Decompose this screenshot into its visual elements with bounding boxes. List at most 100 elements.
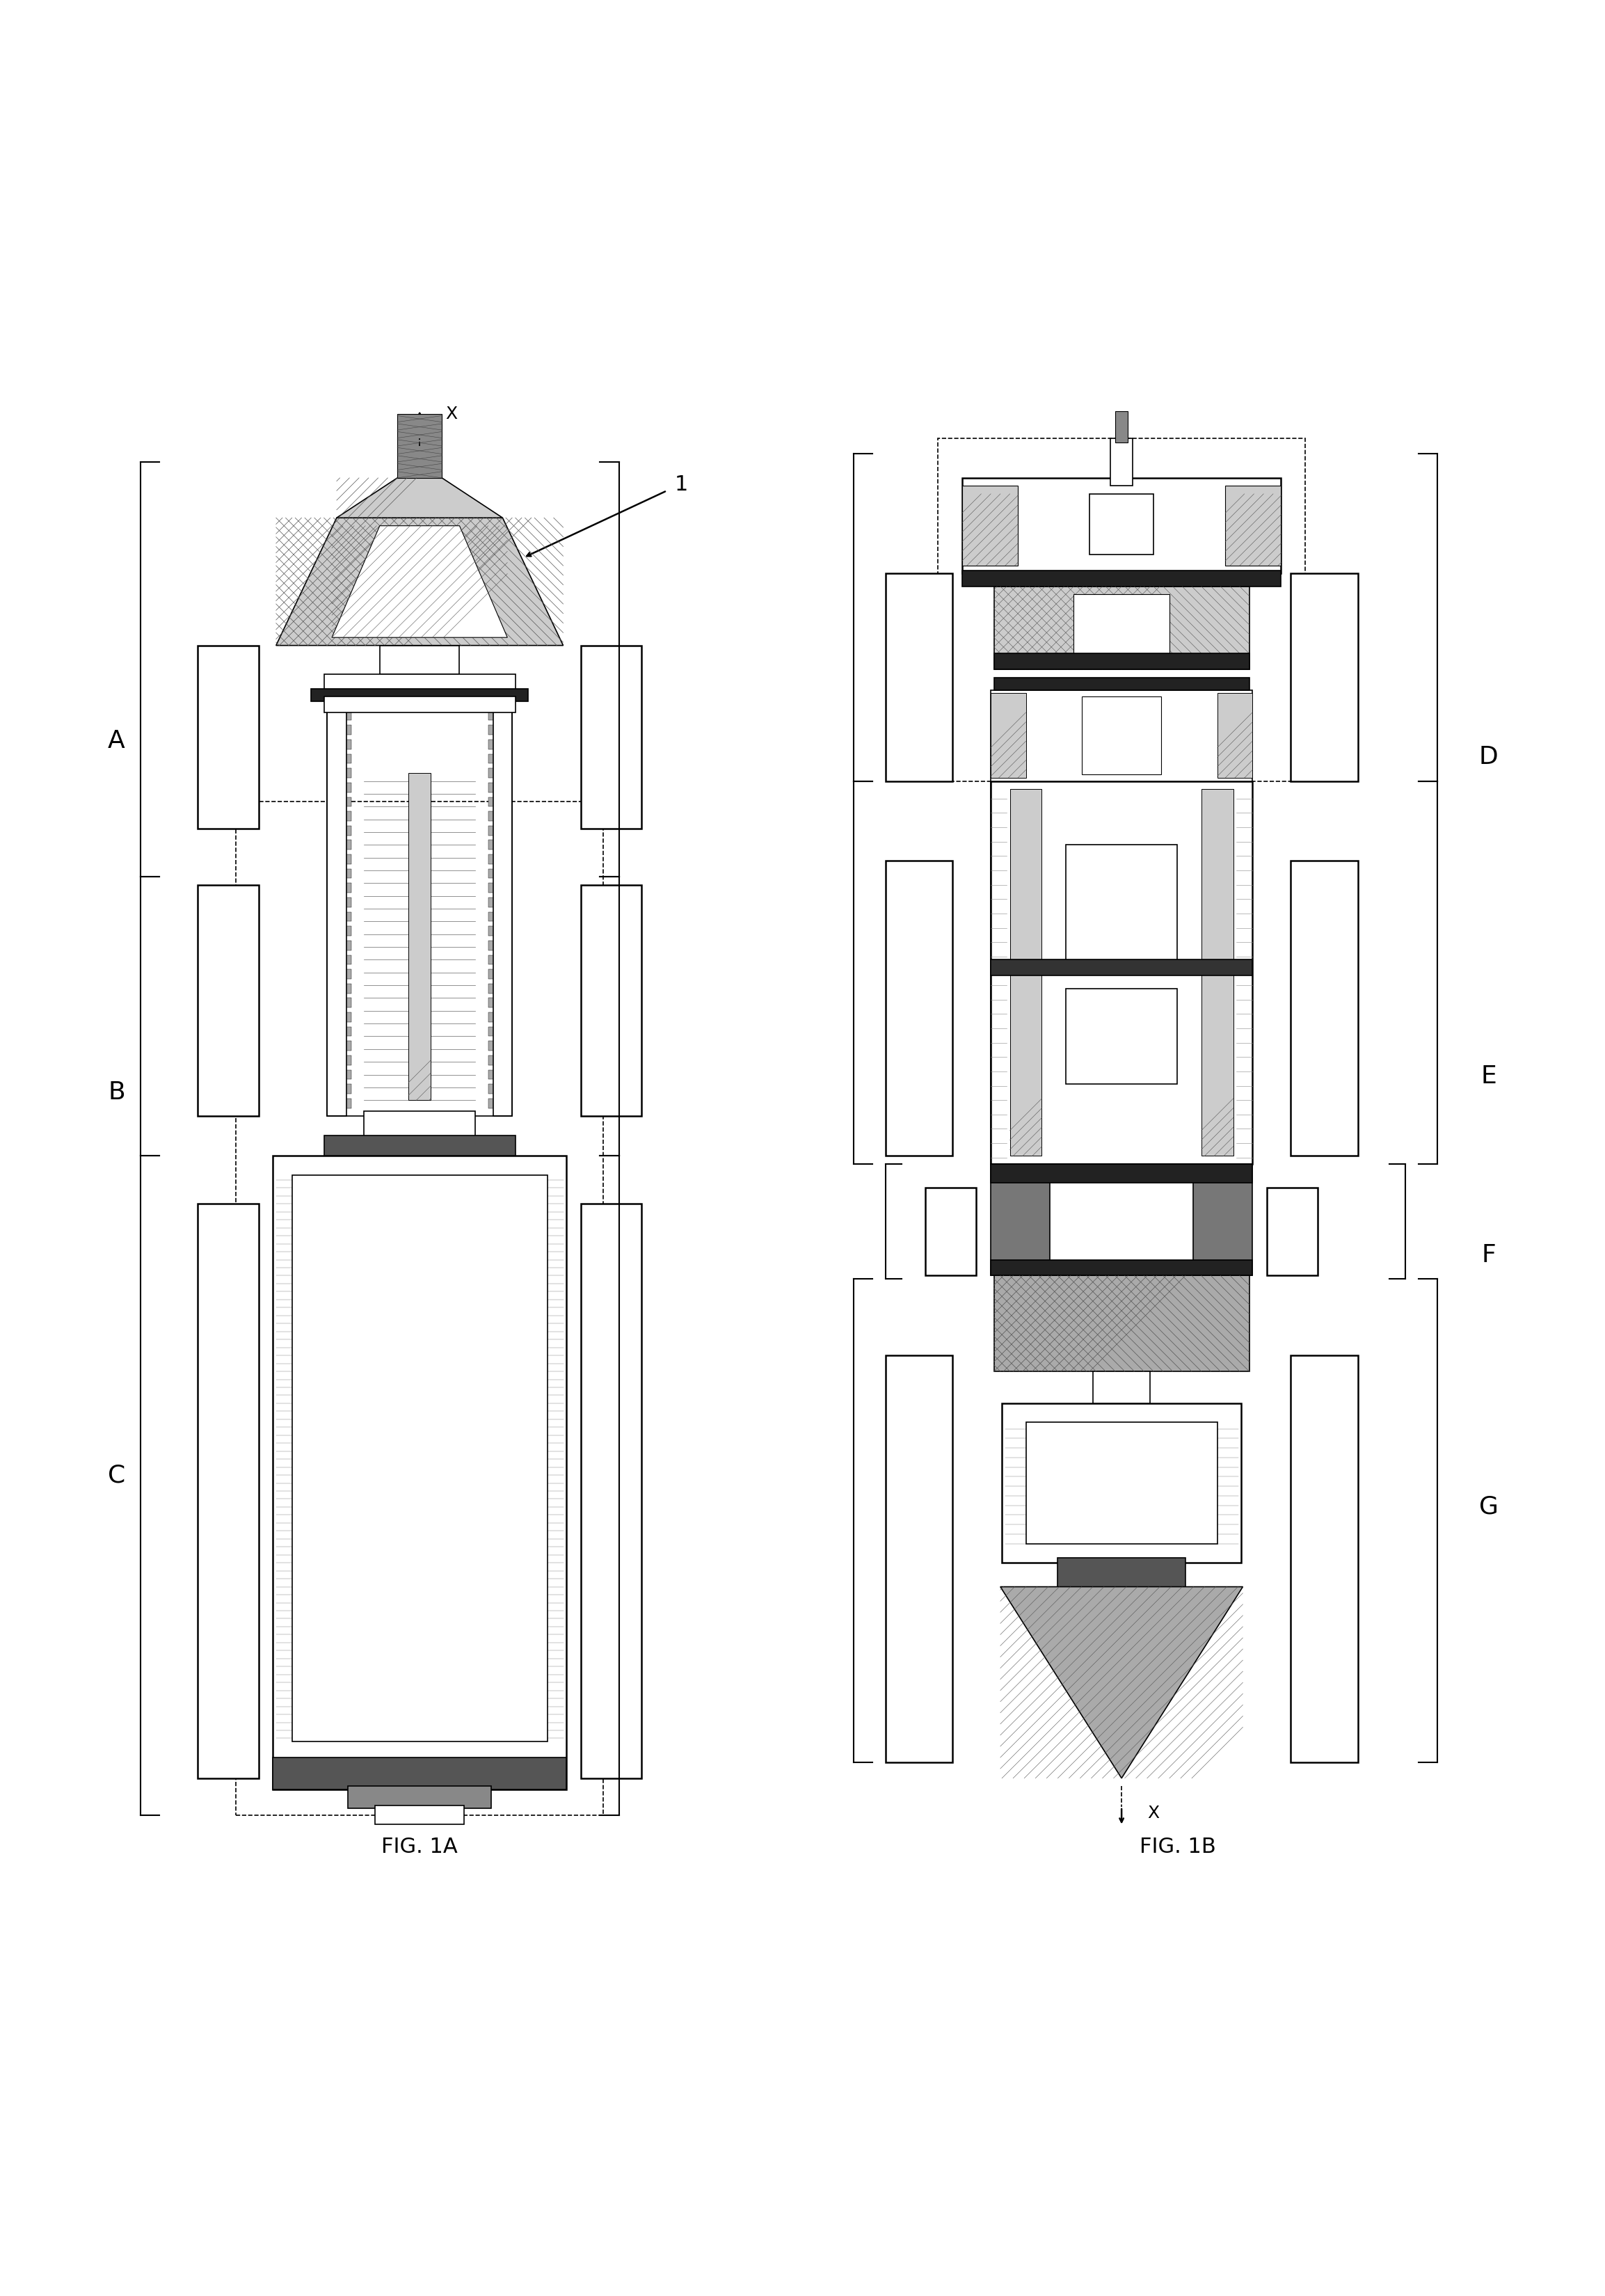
Text: FIG. 1B: FIG. 1B: [1140, 1837, 1215, 1857]
Bar: [1115, 411, 1128, 443]
Bar: [886, 574, 952, 781]
Bar: [335, 726, 351, 735]
Text: FIG. 1A: FIG. 1A: [382, 1837, 457, 1857]
Bar: [335, 854, 351, 863]
Bar: [488, 769, 504, 778]
Bar: [408, 774, 430, 1100]
Bar: [335, 912, 351, 921]
Bar: [327, 700, 347, 1116]
Bar: [348, 1786, 491, 1809]
Bar: [335, 753, 351, 765]
Bar: [324, 696, 515, 712]
Text: A: A: [108, 730, 125, 753]
Bar: [886, 861, 952, 1155]
Bar: [993, 654, 1249, 670]
Bar: [380, 645, 459, 675]
Bar: [488, 969, 504, 978]
Bar: [488, 1097, 504, 1109]
Polygon shape: [276, 519, 563, 645]
Bar: [990, 693, 1026, 778]
Bar: [488, 912, 504, 921]
Bar: [1217, 693, 1252, 778]
Bar: [488, 1070, 504, 1079]
Bar: [398, 413, 441, 478]
Bar: [1225, 487, 1281, 565]
Bar: [488, 739, 504, 748]
Bar: [335, 1097, 351, 1109]
Bar: [488, 840, 504, 850]
Bar: [335, 712, 351, 721]
Bar: [335, 983, 351, 994]
Bar: [197, 645, 258, 829]
Bar: [937, 439, 1305, 781]
Bar: [197, 884, 258, 1116]
Bar: [488, 1056, 504, 1065]
Bar: [1093, 1371, 1151, 1403]
Bar: [488, 712, 504, 721]
Bar: [493, 700, 512, 1116]
Bar: [1111, 439, 1133, 487]
Bar: [1066, 990, 1178, 1084]
Bar: [335, 969, 351, 978]
Polygon shape: [332, 526, 507, 638]
Bar: [488, 854, 504, 863]
Bar: [488, 1026, 504, 1035]
Bar: [335, 797, 351, 806]
Bar: [1201, 790, 1233, 1155]
Bar: [364, 1111, 475, 1141]
Text: E: E: [1480, 1065, 1496, 1088]
Bar: [961, 569, 1281, 585]
Bar: [990, 960, 1252, 976]
Text: D: D: [1478, 746, 1497, 769]
Text: X: X: [445, 406, 457, 422]
Bar: [236, 801, 603, 1814]
Bar: [961, 478, 1281, 574]
Bar: [335, 840, 351, 850]
Bar: [990, 691, 1252, 781]
Bar: [335, 1056, 351, 1065]
Bar: [581, 884, 642, 1116]
Bar: [335, 955, 351, 964]
Bar: [1290, 1355, 1358, 1763]
Bar: [1010, 790, 1042, 1155]
Bar: [990, 781, 1006, 1164]
Bar: [335, 1026, 351, 1035]
Bar: [990, 1164, 1252, 1182]
Bar: [1002, 1403, 1241, 1564]
Bar: [335, 827, 351, 836]
Bar: [311, 689, 528, 700]
Bar: [1050, 1178, 1194, 1263]
Polygon shape: [337, 478, 502, 519]
Bar: [335, 1084, 351, 1093]
Bar: [292, 1176, 547, 1740]
Bar: [335, 868, 351, 879]
Bar: [488, 783, 504, 792]
Bar: [324, 675, 515, 693]
Bar: [335, 884, 351, 893]
Bar: [1236, 781, 1252, 1164]
Bar: [1290, 861, 1358, 1155]
Bar: [488, 810, 504, 822]
Bar: [581, 645, 642, 829]
Bar: [488, 983, 504, 994]
Bar: [488, 726, 504, 735]
Bar: [327, 700, 512, 1116]
Bar: [990, 1164, 1252, 1277]
Bar: [488, 1084, 504, 1093]
Bar: [335, 925, 351, 937]
Bar: [488, 884, 504, 893]
Bar: [335, 1013, 351, 1022]
Bar: [335, 810, 351, 822]
Bar: [335, 739, 351, 748]
Bar: [1090, 494, 1154, 556]
Bar: [488, 898, 504, 907]
Text: C: C: [108, 1463, 125, 1488]
Bar: [488, 753, 504, 765]
Bar: [1290, 574, 1358, 781]
Bar: [335, 769, 351, 778]
Bar: [335, 999, 351, 1008]
Bar: [335, 1070, 351, 1079]
Bar: [376, 1805, 464, 1825]
Bar: [1266, 1187, 1318, 1277]
Bar: [581, 1203, 642, 1777]
